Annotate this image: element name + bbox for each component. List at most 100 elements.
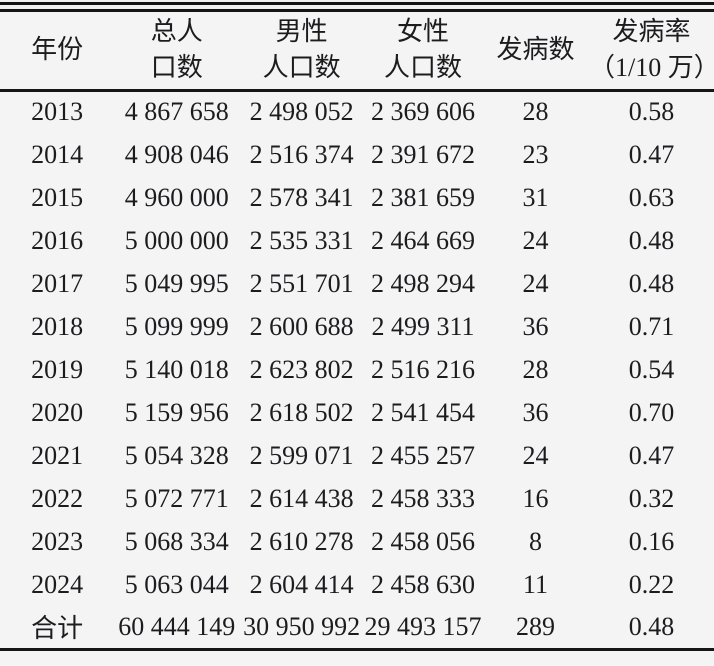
cell-male-population: 2 614 438: [249, 483, 354, 513]
total-row: 合计 60 444 149 30 950 992 29 493 157 289 0.48: [0, 606, 714, 651]
top-rule-outer: [0, 2, 714, 5]
cell-incidence-rate: 0.48: [628, 268, 675, 298]
cell-year: 2022: [31, 483, 84, 513]
column-header-cases: 发病数: [481, 12, 589, 92]
cell-male-population: 2 498 052: [249, 97, 354, 127]
cell-year: 2024: [31, 569, 84, 599]
cell-year: 2020: [31, 397, 84, 427]
cell-total-population: 5 140 018: [124, 354, 229, 384]
table-row: 2015 4 960 000 2 578 341 2 381 659 31 0.63: [0, 176, 714, 219]
cell-female-population: 2 458 630: [371, 569, 475, 599]
cell-year: 2023: [31, 526, 84, 556]
cell-year: 2019: [31, 354, 84, 384]
table-row: 2014 4 908 046 2 516 374 2 391 672 23 0.47: [0, 133, 714, 176]
table-row: 2024 5 063 044 2 604 414 2 458 630 11 0.22: [0, 563, 714, 606]
cell-incidence-rate: 0.71: [628, 311, 675, 341]
cell-female-population: 29 493 157: [364, 606, 482, 651]
table-row: 2019 5 140 018 2 623 802 2 516 216 28 0.54: [0, 348, 714, 391]
cell-total-population: 5 063 044: [124, 569, 229, 599]
cell-female-population: 2 464 669: [371, 225, 475, 255]
cell-total-population: 4 867 658: [124, 97, 229, 127]
cell-incidence-rate: 0.54: [628, 354, 675, 384]
cell-male-population: 2 600 688: [249, 311, 354, 341]
cell-total-population: 60 444 149: [114, 606, 240, 651]
cell-cases: 8: [528, 526, 542, 556]
cell-male-population: 2 516 374: [249, 139, 354, 169]
cell-incidence-rate: 0.48: [628, 225, 675, 255]
cell-incidence-rate: 0.70: [628, 397, 675, 427]
cell-total-population: 5 072 771: [124, 483, 229, 513]
cell-year: 2021: [31, 440, 84, 470]
cell-cases: 23: [522, 139, 549, 169]
column-header-female-population: 女性 人口数: [364, 12, 482, 92]
table-row: 2018 5 099 999 2 600 688 2 499 311 36 0.71: [0, 305, 714, 348]
cell-female-population: 2 458 333: [371, 483, 475, 513]
column-header-incidence-rate-line2: （1/10 万）: [589, 53, 714, 83]
cell-incidence-rate: 0.47: [628, 440, 675, 470]
table-row: 2023 5 068 334 2 610 278 2 458 056 8 0.16: [0, 520, 714, 563]
table-row: 2017 5 049 995 2 551 701 2 498 294 24 0.48: [0, 262, 714, 305]
top-rule-inner: [0, 9, 714, 12]
table-header: 年份 总人口数 男性人口数 女性 人口数 发病数 发病率 （1/10 万）: [0, 12, 714, 92]
cell-total-population: 5 099 999: [124, 311, 229, 341]
cell-female-population: 2 458 056: [371, 526, 475, 556]
column-header-total-population-line2: 口数: [150, 53, 203, 83]
cell-incidence-rate: 0.47: [628, 139, 675, 169]
cell-year: 合计: [0, 606, 115, 651]
cell-cases: 28: [522, 97, 549, 127]
header-row: 年份 总人口数 男性人口数 女性 人口数 发病数 发病率 （1/10 万）: [0, 12, 714, 92]
column-header-incidence-rate-line1: 发病率: [612, 17, 691, 47]
cell-incidence-rate: 0.32: [628, 483, 675, 513]
cell-female-population: 2 498 294: [371, 268, 475, 298]
cell-cases: 11: [522, 569, 548, 599]
cell-cases: 24: [522, 440, 549, 470]
column-header-incidence-rate: 发病率 （1/10 万）: [589, 12, 714, 92]
incidence-table: 年份 总人口数 男性人口数 女性 人口数 发病数 发病率 （1/10 万） 2013 4 867…: [0, 12, 714, 651]
cell-total-population: 5 000 000: [124, 225, 229, 255]
cell-male-population: 30 950 992: [239, 606, 365, 651]
column-header-total-population-line1: 总人: [150, 17, 203, 47]
cell-female-population: 2 499 311: [371, 311, 475, 341]
cell-total-population: 5 068 334: [124, 526, 229, 556]
cell-incidence-rate: 0.58: [628, 97, 675, 127]
table-row: 2021 5 054 328 2 599 071 2 455 257 24 0.47: [0, 434, 714, 477]
cell-year: 2015: [31, 182, 84, 212]
cell-male-population: 2 610 278: [249, 526, 354, 556]
cell-total-population: 5 054 328: [124, 440, 229, 470]
cell-total-population: 4 908 046: [124, 139, 229, 169]
cell-year: 2014: [31, 139, 84, 169]
cell-total-population: 5 049 995: [124, 268, 229, 298]
cell-male-population: 2 535 331: [249, 225, 354, 255]
cell-male-population: 2 599 071: [249, 440, 354, 470]
column-header-male-population-line1: 男性: [275, 17, 328, 47]
cell-female-population: 2 455 257: [371, 440, 475, 470]
cell-total-population: 5 159 956: [124, 397, 229, 427]
table-body: 2013 4 867 658 2 498 052 2 369 606 28 0.58 201…: [0, 90, 714, 651]
table-row: 2016 5 000 000 2 535 331 2 464 669 24 0.48: [0, 219, 714, 262]
cell-incidence-rate: 0.22: [628, 569, 675, 599]
cell-cases: 31: [522, 182, 549, 212]
cell-total-population: 4 960 000: [124, 182, 229, 212]
cell-female-population: 2 541 454: [371, 397, 475, 427]
column-header-male-population-line2: 人口数: [262, 53, 341, 83]
cell-cases: 24: [522, 268, 549, 298]
cell-female-population: 2 369 606: [371, 97, 475, 127]
cell-cases: 36: [522, 311, 549, 341]
column-header-female-population-line1: 女性: [397, 17, 450, 47]
cell-incidence-rate: 0.63: [628, 182, 675, 212]
cell-female-population: 2 516 216: [371, 354, 475, 384]
column-header-year: 年份: [0, 12, 115, 92]
cell-incidence-rate: 0.48: [589, 606, 714, 651]
cell-male-population: 2 623 802: [249, 354, 354, 384]
cell-year: 2016: [31, 225, 84, 255]
column-header-year-line1: 年份: [31, 35, 84, 65]
cell-male-population: 2 578 341: [249, 182, 354, 212]
cell-male-population: 2 618 502: [249, 397, 354, 427]
cell-year: 2018: [31, 311, 84, 341]
table-row: 2022 5 072 771 2 614 438 2 458 333 16 0.32: [0, 477, 714, 520]
cell-male-population: 2 551 701: [249, 268, 354, 298]
table-row: 2013 4 867 658 2 498 052 2 369 606 28 0.58: [0, 90, 714, 133]
cell-year: 2013: [31, 97, 84, 127]
table-row: 2020 5 159 956 2 618 502 2 541 454 36 0.70: [0, 391, 714, 434]
